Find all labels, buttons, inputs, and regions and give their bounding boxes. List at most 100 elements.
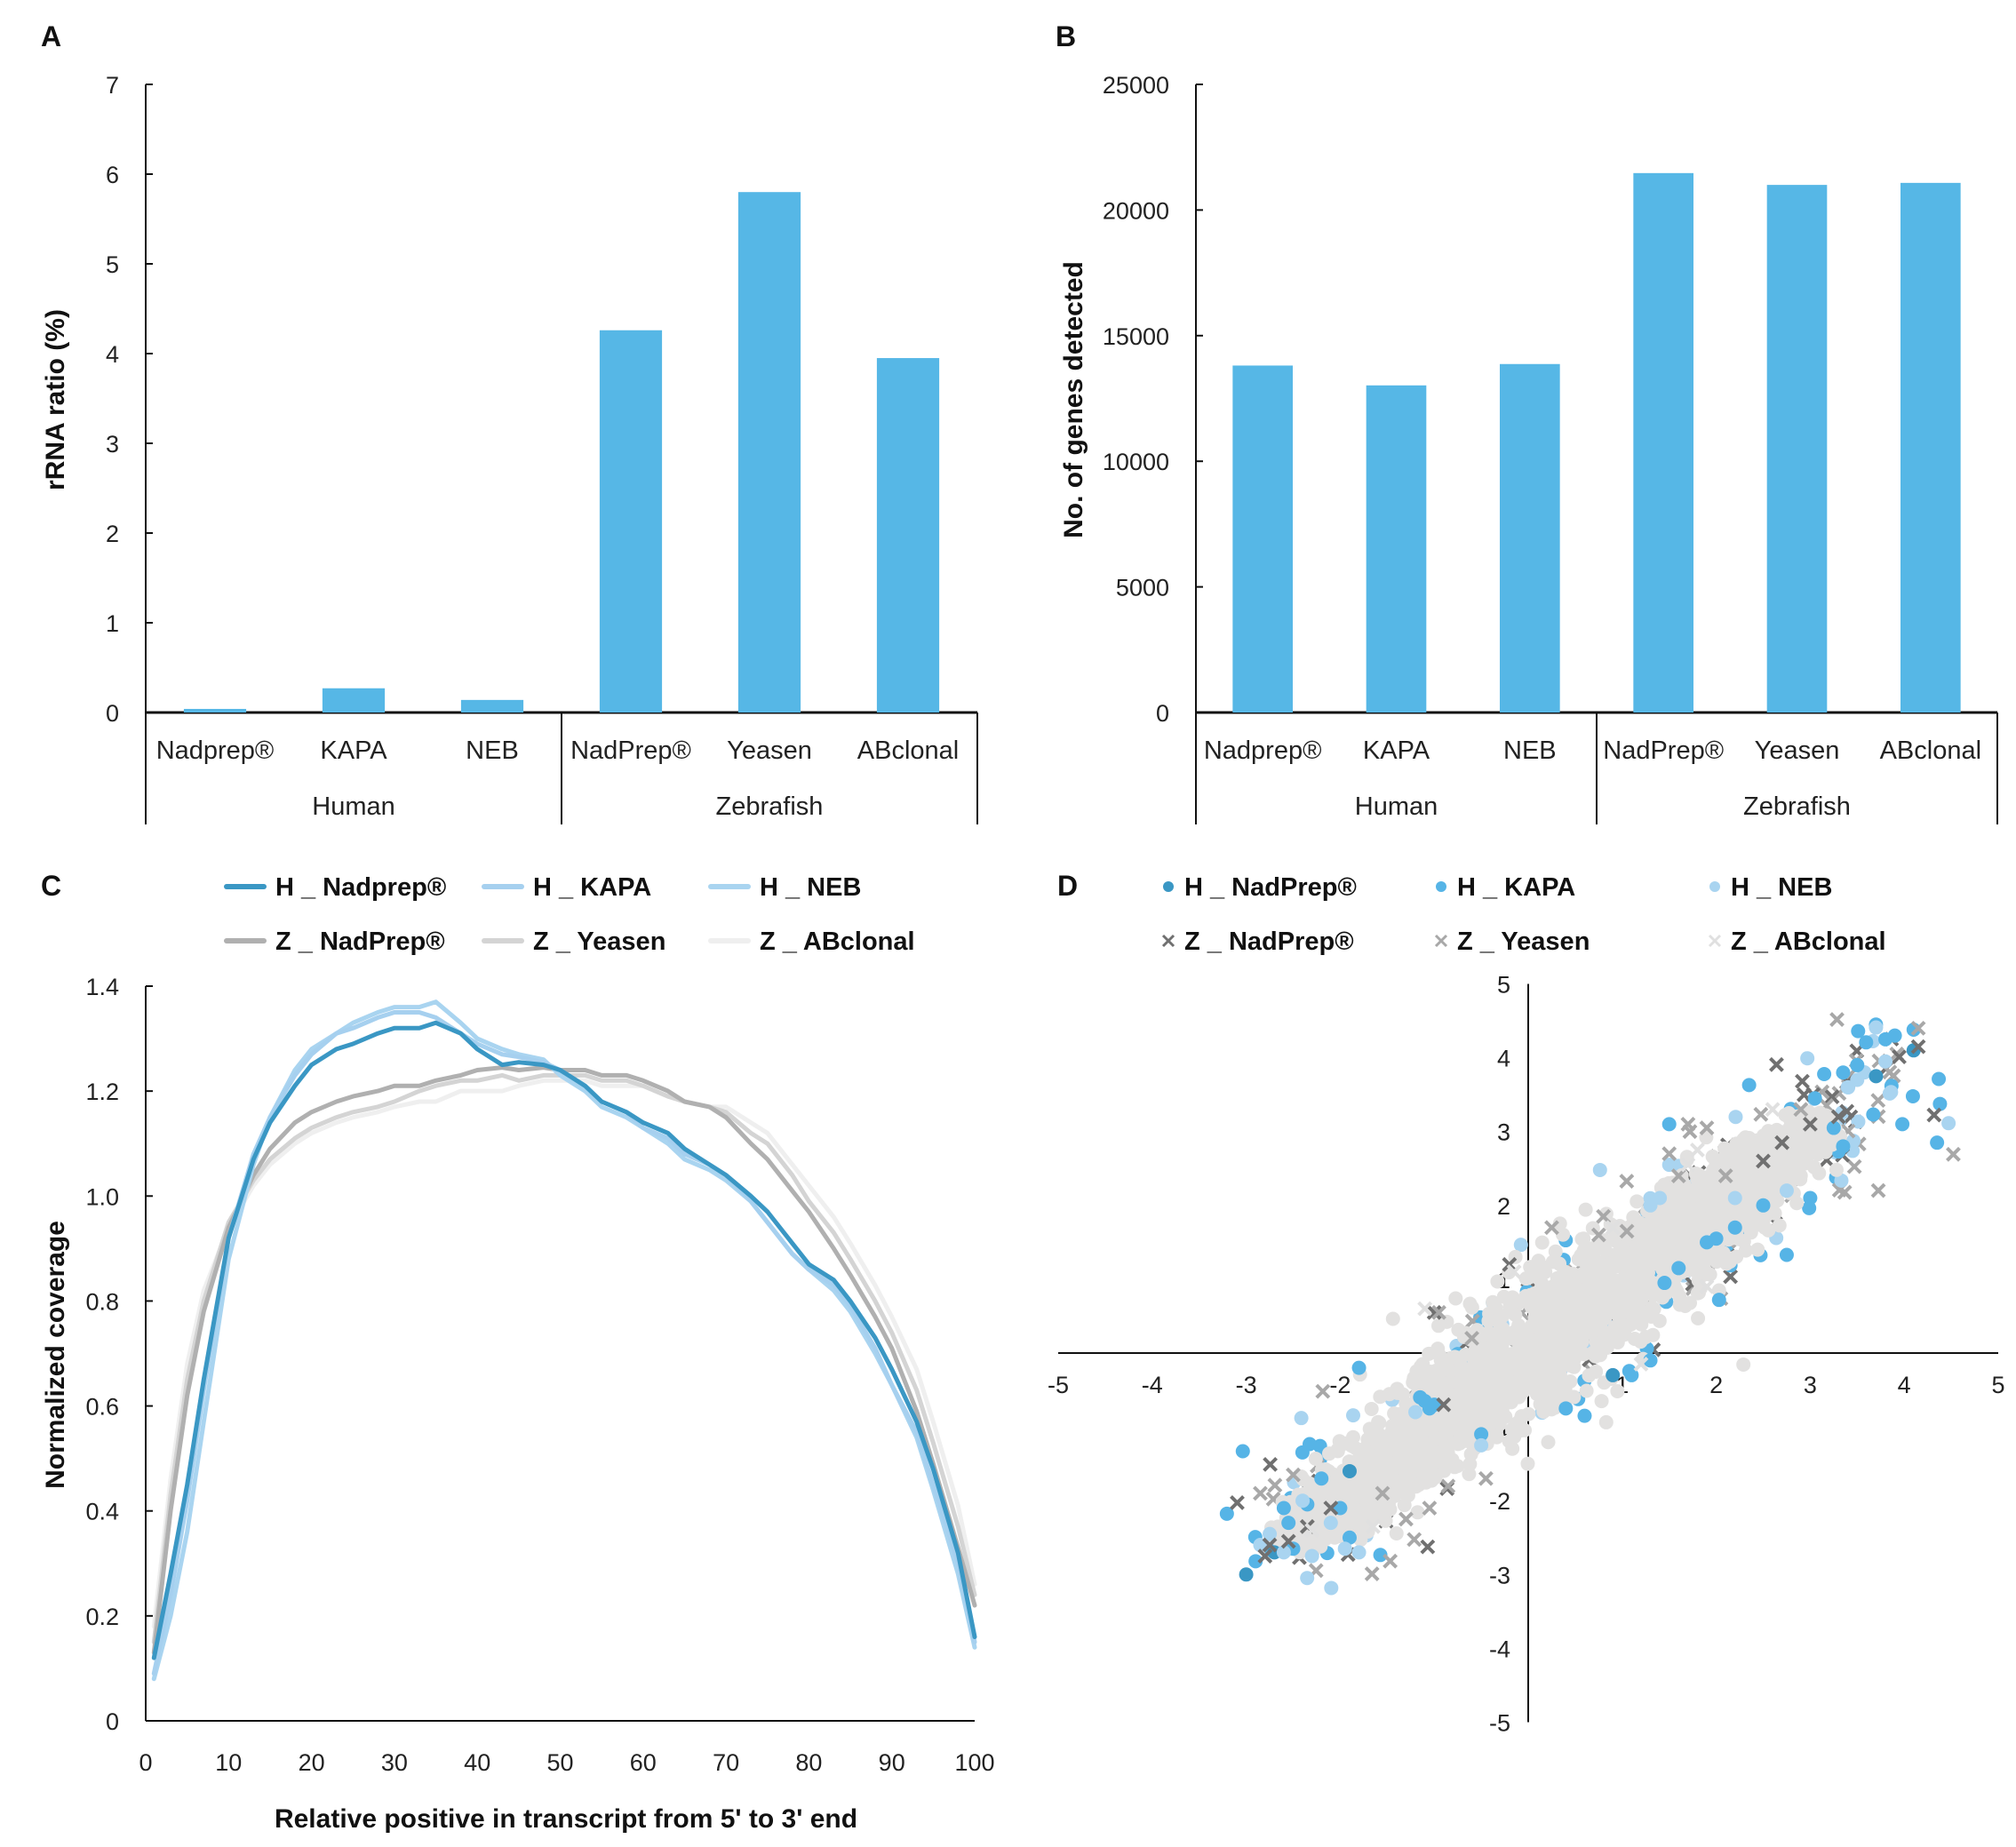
scatter-point	[1280, 1533, 1296, 1549]
y-tick-label: -5	[1489, 1710, 1510, 1737]
category-label: ABclonal	[1880, 736, 1981, 765]
cloud-point	[1806, 1159, 1821, 1174]
scatter-point	[1661, 1146, 1677, 1162]
scatter-point	[1351, 1545, 1367, 1560]
cloud-point	[1623, 1299, 1638, 1314]
cloud-point	[1362, 1421, 1377, 1437]
y-tick-label: 25000	[1103, 72, 1169, 99]
cloud-point	[1520, 1456, 1535, 1471]
cloud-point	[1464, 1300, 1479, 1315]
group-label: Zebrafish	[716, 792, 824, 821]
cloud-point	[1555, 1280, 1570, 1295]
edge-point	[1800, 1051, 1815, 1066]
edge-point	[1728, 1110, 1743, 1125]
scatter-point	[1286, 1467, 1301, 1483]
edge-point	[1869, 1020, 1884, 1035]
scatter-point	[1802, 1116, 1818, 1132]
bar-3	[599, 330, 663, 713]
group-label: Human	[312, 792, 395, 821]
panel-c-coverage-chart: C Normalized coverage Relative positive …	[41, 870, 995, 1834]
cloud-point	[1392, 1406, 1407, 1421]
cloud-point	[1544, 1402, 1559, 1417]
edge-point	[1905, 1088, 1920, 1103]
edge-point	[1839, 1103, 1855, 1119]
scatter-point	[1850, 1057, 1865, 1072]
cloud-point	[1558, 1324, 1574, 1339]
cloud-point	[1803, 1136, 1818, 1151]
cloud-point	[1598, 1414, 1614, 1429]
cloud-point	[1368, 1449, 1383, 1464]
cloud-point	[1385, 1311, 1400, 1326]
cloud-point	[1434, 1446, 1449, 1461]
cloud-point	[1735, 1160, 1750, 1175]
scatter-point	[1910, 1039, 1926, 1055]
cloud-point	[1523, 1287, 1538, 1302]
scatter-point	[1661, 1158, 1677, 1173]
cloud-point	[1515, 1373, 1530, 1388]
scatter-point	[1671, 1261, 1686, 1276]
cloud-point	[1544, 1344, 1559, 1359]
edge-point	[1769, 1056, 1784, 1072]
cloud-point	[1593, 1255, 1608, 1270]
edge-point	[1817, 1067, 1832, 1082]
scatter-point	[1314, 1471, 1329, 1486]
scatter-point	[1700, 1235, 1715, 1250]
cloud-point	[1563, 1374, 1578, 1389]
cloud-point	[1598, 1243, 1613, 1258]
scatter-point	[1895, 1117, 1910, 1132]
cloud-point	[1743, 1173, 1758, 1188]
scatter-point	[1840, 1079, 1855, 1095]
scatter-point	[1605, 1220, 1621, 1236]
x-tick-label: 60	[630, 1749, 657, 1776]
scatter-point	[1590, 1227, 1606, 1243]
bar-0	[183, 708, 247, 713]
edge-point	[1406, 1532, 1422, 1548]
legend-label-1: H _ KAPA	[533, 873, 651, 902]
scatter-point	[1680, 1157, 1696, 1173]
cloud-point	[1422, 1365, 1438, 1380]
cloud-point	[1415, 1465, 1430, 1480]
scatter-cloud	[1219, 1012, 1961, 1596]
scatter-point	[1830, 1109, 1846, 1125]
edge-point	[1440, 1478, 1456, 1494]
x-tick-label: 20	[299, 1749, 325, 1776]
edge-point	[1619, 1174, 1635, 1190]
cloud-point	[1454, 1365, 1469, 1380]
scatter-point	[1727, 1190, 1742, 1206]
cloud-point	[1447, 1388, 1462, 1403]
x-tick-label: -3	[1236, 1372, 1257, 1398]
cloud-point	[1567, 1276, 1582, 1291]
category-label: NEB	[466, 736, 519, 765]
panel-b-marks: 0 5000 10000 15000 20000 25000 Nadprep® KAPA NEB…	[1103, 72, 1998, 824]
cloud-point	[1382, 1461, 1397, 1477]
edge-point	[1294, 1411, 1309, 1426]
x-tick-label: 100	[954, 1749, 994, 1776]
panel-letter-c: C	[41, 870, 61, 902]
scatter-point	[1774, 1134, 1790, 1150]
bar-3	[1633, 172, 1693, 713]
series-4	[1253, 1020, 1926, 1527]
edge-point	[1592, 1162, 1607, 1177]
bar-5	[876, 358, 940, 713]
panel-letter-d: D	[1057, 870, 1078, 902]
scatter-point	[1741, 1078, 1757, 1093]
cloud-point	[1784, 1167, 1799, 1182]
scatter-point	[1281, 1516, 1296, 1531]
cloud-point	[1398, 1446, 1413, 1461]
scatter-point	[1619, 1223, 1635, 1239]
cloud-point	[1645, 1327, 1661, 1342]
edge-point	[1851, 1114, 1866, 1129]
scatter-point	[1756, 1153, 1771, 1169]
scatter-point	[1422, 1401, 1437, 1416]
scatter-point	[1869, 1069, 1884, 1084]
legend-label-2: H _ NEB	[1731, 873, 1832, 902]
cloud-point	[1368, 1467, 1383, 1482]
group-label: Zebrafish	[1743, 792, 1851, 821]
cloud-point	[1321, 1529, 1336, 1544]
cloud-point	[1491, 1412, 1506, 1427]
x-tick-label: 70	[713, 1749, 739, 1776]
y-tick-label: 2	[1497, 1193, 1510, 1220]
cloud-point	[1414, 1443, 1430, 1458]
cloud-point	[1534, 1235, 1550, 1250]
y-tick-label: 0.6	[85, 1394, 119, 1421]
